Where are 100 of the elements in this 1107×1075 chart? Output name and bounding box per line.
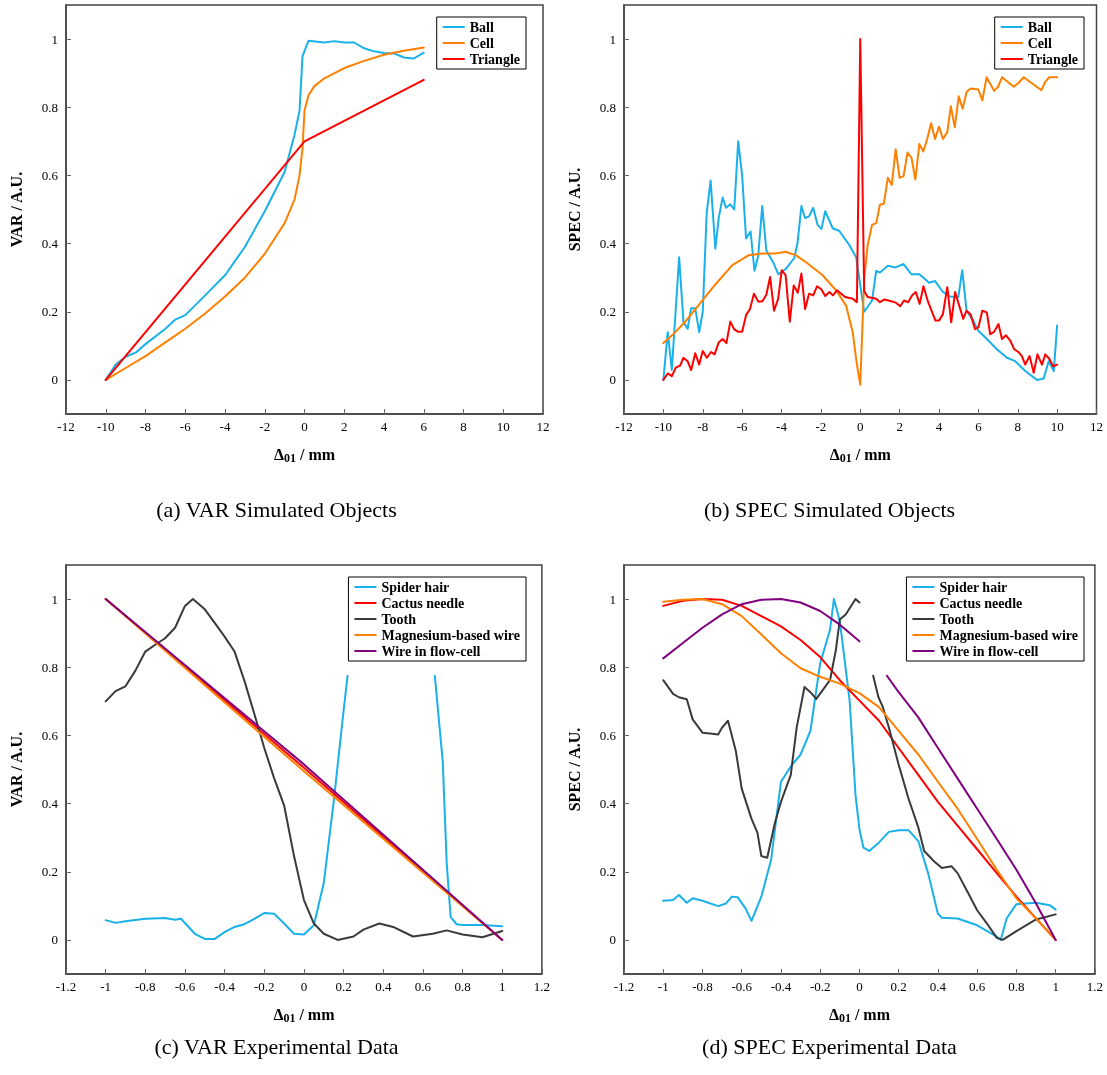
legend-label: Tooth (381, 611, 417, 627)
y-tick-label: 1 (51, 31, 58, 47)
x-tick-label: 0.8 (454, 979, 471, 994)
y-axis-title: VAR / A.U. (7, 731, 25, 808)
x-tick-label: -0.2 (809, 979, 831, 994)
x-tick-label: 8 (460, 419, 467, 434)
x-tick-label: 6 (975, 419, 983, 434)
x-tick-label: 0 (300, 979, 308, 994)
y-tick-label: 0.6 (599, 727, 617, 743)
x-tick-label: 0.4 (929, 979, 947, 994)
x-tick-label: -0.6 (174, 979, 196, 994)
y-tick-label: 0 (51, 932, 58, 948)
x-tick-label: 0.6 (969, 979, 986, 994)
x-tick-label: -0.4 (770, 979, 792, 994)
y-tick-label: 0.2 (599, 864, 616, 880)
x-tick-label: 0 (857, 419, 864, 434)
text: (b) SPEC Simulated Objects (703, 496, 956, 522)
y-tick-label: 0.8 (41, 659, 58, 675)
x-tick-label: -1.2 (613, 979, 635, 994)
legend-label: Spider hair (939, 579, 1008, 595)
x-tick-label: 0.4 (375, 979, 392, 994)
x-tick-label: 1 (498, 979, 506, 994)
x-tick-label: -0.8 (135, 979, 156, 994)
x-tick-label: -0.8 (692, 979, 713, 994)
x-tick-label: -6 (736, 419, 749, 434)
y-tick-label: 0.8 (599, 659, 616, 675)
x-tick-label: -6 (179, 419, 192, 434)
y-tick-label: 0.4 (599, 796, 617, 812)
x-tick-label: -12 (57, 419, 75, 434)
y-tick-label: 0.8 (599, 99, 616, 115)
legend-label: Tooth (939, 611, 975, 627)
legend-label: Wire in flow-cell (381, 643, 481, 659)
y-axis-title: SPEC / A.U. (565, 727, 583, 812)
x-tick-label: -2 (815, 419, 827, 434)
x-tick-label: 0.2 (890, 979, 907, 994)
y-tick-label: 0.2 (41, 864, 58, 880)
x-tick-label: 0.2 (335, 979, 352, 994)
x-tick-label: -0.4 (214, 979, 236, 994)
legend-label: Cactus needle (381, 595, 465, 611)
x-tick-label: -2 (259, 419, 271, 434)
x-tick-label: -4 (776, 419, 788, 434)
y-tick-label: 0.4 (41, 236, 59, 252)
x-tick-label: 4 (935, 419, 943, 434)
y-tick-label: 0 (609, 372, 616, 388)
x-tick-label: 2 (896, 419, 903, 434)
x-tick-label: 0.6 (414, 979, 432, 994)
legend-label: Cell (469, 35, 494, 51)
x-tick-label: 8 (1014, 419, 1021, 434)
y-tick-label: 0.6 (41, 727, 59, 743)
x-tick-label: 12 (536, 419, 550, 434)
y-tick-label: 0.2 (599, 304, 616, 320)
y-tick-label: 0.2 (41, 304, 58, 320)
x-tick-label: 2 (341, 419, 348, 434)
x-tick-label: 0 (301, 419, 308, 434)
y-tick-label: 1 (609, 591, 616, 607)
y-tick-label: 1 (609, 31, 616, 47)
x-tick-label: -8 (140, 419, 151, 434)
y-tick-label: 0.6 (599, 167, 617, 183)
text: (a) VAR Simulated Objects (156, 496, 397, 522)
x-tick-label: -1 (657, 979, 669, 994)
x-tick-label: 6 (420, 419, 428, 434)
x-tick-label: -10 (97, 419, 115, 434)
x-tick-label: -12 (615, 419, 633, 434)
text: (d) SPEC Experimental Data (702, 1033, 958, 1059)
x-tick-label: 10 (1050, 419, 1064, 434)
legend-label: Triangle (1027, 51, 1078, 67)
y-tick-label: 1 (51, 591, 58, 607)
x-tick-label: 0.8 (1008, 979, 1025, 994)
y-axis-title: SPEC / A.U. (565, 167, 583, 252)
y-tick-label: 0 (609, 932, 616, 948)
legend-label: Cell (1027, 35, 1052, 51)
y-tick-label: 0 (51, 372, 58, 388)
x-tick-label: -0.2 (253, 979, 275, 994)
line-series (662, 140, 1059, 381)
y-tick-label: 0.4 (599, 236, 617, 252)
y-tick-label: 0.8 (41, 99, 58, 115)
x-tick-label: 4 (380, 419, 388, 434)
legend-label: Cactus needle (939, 595, 1023, 611)
x-tick-label: 10 (496, 419, 510, 434)
legend-label: Ball (1027, 19, 1052, 35)
legend-label: Triangle (469, 51, 520, 67)
x-tick-label: 12 (1090, 419, 1103, 434)
y-tick-label: 0.6 (41, 167, 59, 183)
x-tick-label: -4 (219, 419, 231, 434)
x-tick-label: -10 (654, 419, 673, 434)
legend-label: Ball (469, 19, 494, 35)
x-tick-label: -8 (697, 419, 709, 434)
legend-label: Spider hair (381, 579, 450, 595)
y-axis-title: VAR / A.U. (7, 171, 25, 248)
y-tick-label: 0.4 (41, 796, 59, 812)
legend-label: Magnesium-based wire (381, 627, 521, 643)
x-tick-label: 0 (856, 979, 863, 994)
x-tick-label: -1 (100, 979, 112, 994)
x-tick-label: 1.2 (533, 979, 550, 994)
legend-label: Wire in flow-cell (939, 643, 1039, 659)
x-tick-label: 1 (1052, 979, 1059, 994)
x-tick-label: -1.2 (55, 979, 77, 994)
x-tick-label: 1.2 (1086, 979, 1103, 994)
text: (c) VAR Experimental Data (154, 1033, 399, 1059)
legend-label: Magnesium-based wire (939, 627, 1079, 643)
